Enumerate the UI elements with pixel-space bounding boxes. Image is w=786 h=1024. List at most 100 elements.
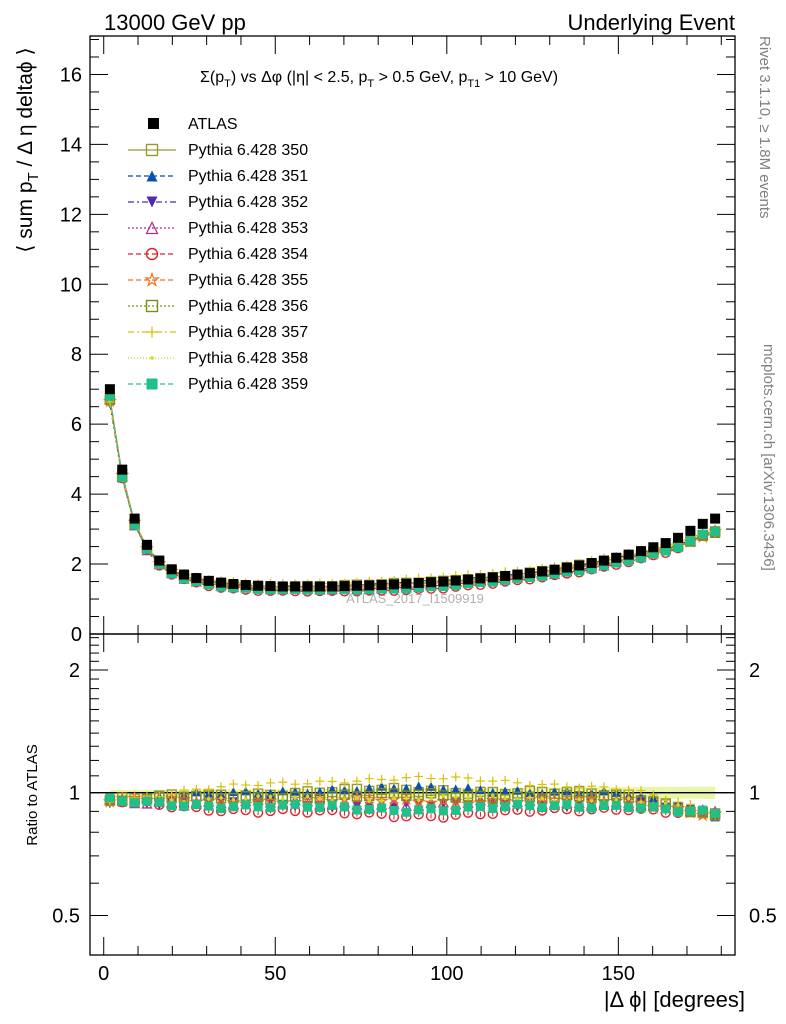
ratio-point: [228, 779, 238, 789]
ratio-point: [414, 781, 424, 791]
data-point: [314, 581, 325, 592]
ratio-point: [253, 781, 263, 791]
legend-label: Pythia 6.428 358: [188, 350, 308, 367]
ratio-point: [512, 778, 522, 788]
ratio-point: [463, 802, 473, 812]
legend-label: Pythia 6.428 353: [188, 220, 308, 237]
ratio-point: [401, 773, 411, 783]
ratio-point: [710, 809, 720, 819]
data-point: [487, 572, 498, 583]
data-point: [129, 513, 140, 524]
legend-label: Pythia 6.428 357: [188, 324, 308, 341]
ylabel-part-a: ⟨ sum p: [14, 182, 37, 253]
title-sigma: Σ(p: [200, 69, 224, 86]
data-point: [426, 577, 437, 588]
ratio-point: [252, 792, 264, 803]
ratio-point: [231, 797, 236, 802]
legend-marker: [145, 299, 159, 313]
ratio-point: [503, 796, 507, 801]
ratio-point: [206, 797, 211, 801]
ratio-point: [364, 804, 374, 814]
ratio-point: [441, 794, 446, 798]
main-series-point: [401, 584, 411, 594]
ratio-point: [411, 794, 426, 809]
ratio-point: [685, 806, 695, 816]
ratio-point: [611, 785, 621, 795]
ratio-point: [105, 793, 115, 803]
main-series-point: [685, 536, 695, 546]
ratio-point: [453, 795, 458, 799]
ratio-point: [500, 802, 510, 812]
data-point: [660, 538, 671, 549]
ratio-y-tick-label: 2: [69, 660, 80, 682]
ratio-point: [414, 771, 424, 781]
title-sub-t: T: [224, 78, 231, 90]
data-point: [413, 577, 424, 588]
main-series-point: [537, 571, 547, 581]
data-point: [228, 578, 239, 589]
ratio-point: [574, 783, 584, 793]
data-point: [401, 578, 412, 589]
ratio-point: [281, 797, 285, 801]
legend-label: Pythia 6.428 354: [188, 246, 308, 263]
ratio-point: [587, 803, 597, 813]
ratio-point: [167, 801, 177, 811]
ratio-point: [278, 786, 288, 796]
data-point: [364, 580, 375, 591]
data-point: [117, 464, 128, 475]
main-series-point: [574, 566, 584, 576]
main-y-tick-label: 6: [71, 414, 82, 436]
ratio-point: [475, 776, 485, 786]
data-point: [141, 539, 152, 550]
ratio-point: [241, 800, 251, 810]
ratio-y-tick-label: 0.5: [52, 905, 80, 927]
data-point: [648, 542, 659, 553]
data-point: [673, 532, 684, 543]
ratio-point: [355, 796, 359, 801]
ratio-point: [500, 775, 510, 785]
x-axis-ticks: 0 50 100 150: [98, 36, 722, 985]
data-point: [586, 558, 597, 569]
main-series-point: [599, 561, 609, 571]
ratio-point: [278, 777, 288, 787]
ratio-point: [130, 798, 140, 808]
ratio-y-tick-label-right: 1: [749, 783, 760, 805]
legend: ATLAS Pythia 6.428 350 Pythia 6.428 351 Pyt…: [128, 116, 308, 393]
rivet-version-label: Rivet 3.1.10, ≥ 1.8M events: [756, 36, 773, 219]
ratio-point: [228, 802, 238, 812]
data-point: [327, 581, 338, 592]
data-point: [549, 564, 560, 575]
legend-label: Pythia 6.428 356: [188, 298, 308, 315]
data-point: [240, 580, 251, 591]
ratio-point: [191, 800, 201, 810]
ratio-point: [265, 803, 275, 813]
data-point: [697, 518, 708, 529]
ratio-point: [661, 804, 671, 814]
title-part-2: > 0.5 GeV, p: [374, 69, 467, 86]
ratio-point: [142, 796, 152, 806]
data-point: [216, 577, 227, 588]
legend-marker: [145, 247, 159, 261]
data-point: [191, 573, 202, 584]
main-y-tick-label: 8: [71, 344, 82, 366]
title-part-3: > 10 GeV): [480, 69, 558, 86]
legend-marker: [145, 143, 159, 157]
ratio-point: [191, 784, 201, 794]
ratio-point: [673, 807, 683, 817]
ratio-point: [478, 794, 483, 799]
mcplots-label: mcplots.cern.ch [arXiv:1306.3436]: [760, 344, 777, 571]
ratio-point: [327, 776, 337, 786]
ratio-point: [540, 796, 544, 801]
ratio-point: [636, 803, 646, 813]
data-point: [376, 580, 387, 591]
ratio-point: [500, 786, 510, 796]
ratio-point: [315, 802, 325, 812]
data-point: [512, 569, 523, 580]
ratio-point: [624, 803, 634, 813]
ratio-point: [599, 782, 609, 792]
ratio-point: [243, 797, 248, 801]
ratio-point: [663, 801, 668, 806]
ratio-point: [574, 802, 584, 812]
data-point: [265, 581, 276, 592]
ratio-point: [426, 773, 436, 783]
